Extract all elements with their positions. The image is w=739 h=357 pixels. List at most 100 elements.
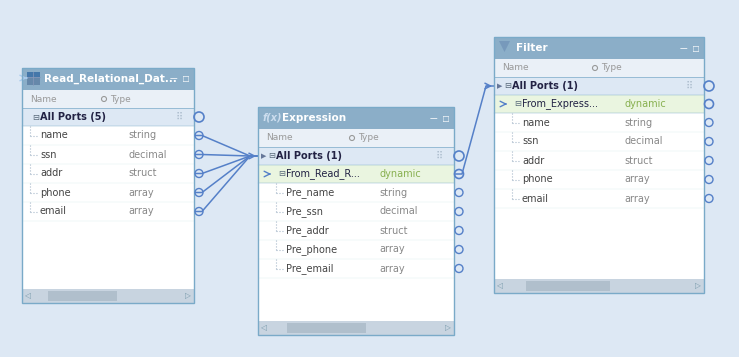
Bar [494,59,704,77]
Text: ⠿: ⠿ [686,81,693,91]
Text: —  □: — □ [430,114,450,122]
Text: Expression: Expression [282,113,346,123]
Bar [258,107,454,335]
Text: ⊟: ⊟ [514,100,521,109]
Text: —  □: — □ [681,44,700,52]
Text: ⊟: ⊟ [268,151,275,161]
Bar [258,107,454,335]
Text: array: array [380,263,405,273]
Text: Filter: Filter [516,43,548,53]
Text: From_Express...: From_Express... [522,99,598,110]
Bar [258,165,454,183]
Text: ssn: ssn [522,136,539,146]
Text: Read_Relational_Dat...: Read_Relational_Dat... [44,74,177,84]
Bar [258,129,454,147]
Bar [22,202,194,221]
Bar [22,68,194,303]
Text: ▷: ▷ [185,292,191,301]
Bar [258,202,454,221]
Text: ssn: ssn [40,150,56,160]
Text: ⠿: ⠿ [176,112,183,122]
Text: Type: Type [601,64,621,72]
Bar [48,291,117,301]
Text: email: email [40,206,67,216]
Bar [258,147,454,165]
Bar [22,145,194,164]
Text: Name: Name [30,95,57,104]
Text: From_Read_R...: From_Read_R... [286,169,360,180]
Text: addr: addr [522,156,544,166]
Bar [494,132,704,151]
Text: ▷: ▷ [445,323,451,332]
Text: ⊟: ⊟ [32,112,39,121]
Text: —  □: — □ [171,75,190,84]
Text: name: name [40,131,68,141]
Bar [494,279,704,293]
Text: Type: Type [358,134,379,142]
Text: Pre_addr: Pre_addr [286,225,329,236]
Text: string: string [129,131,157,141]
Bar [22,183,194,202]
Text: Pre_email: Pre_email [286,263,333,274]
Text: ⊟: ⊟ [278,170,285,178]
Bar [22,289,194,303]
Text: f(x): f(x) [263,113,282,123]
Text: ⊟: ⊟ [504,81,511,91]
Text: struct: struct [380,226,408,236]
Text: Pre_phone: Pre_phone [286,244,337,255]
Text: array: array [380,245,405,255]
Polygon shape [499,41,510,52]
Bar [494,37,704,59]
Text: Name: Name [502,64,528,72]
Text: Pre_ssn: Pre_ssn [286,206,323,217]
Bar [494,77,704,95]
Bar [287,323,366,333]
Bar [494,37,704,293]
Text: Type: Type [110,95,131,104]
Text: string: string [624,117,653,127]
Text: ◁: ◁ [25,292,31,301]
Bar [22,90,194,108]
Bar [27,72,40,85]
Text: email: email [522,193,549,203]
Text: ▶: ▶ [261,153,266,159]
Bar [27,72,40,77]
Bar [22,164,194,183]
Bar [258,107,454,129]
Text: struct: struct [129,169,157,178]
Text: phone: phone [522,175,553,185]
Bar [494,95,704,113]
Bar [258,183,454,202]
Text: array: array [129,187,154,197]
Bar [258,321,454,335]
Bar [525,281,610,291]
Text: ▷: ▷ [695,282,701,291]
Bar [258,240,454,259]
Text: ◁: ◁ [261,323,267,332]
Text: dynamic: dynamic [624,99,666,109]
Text: decimal: decimal [380,206,418,216]
Text: ⠿: ⠿ [436,151,443,161]
Text: phone: phone [40,187,71,197]
Bar [22,68,194,90]
Text: decimal: decimal [129,150,167,160]
Text: addr: addr [40,169,62,178]
Text: string: string [380,187,408,197]
Text: Name: Name [266,134,293,142]
Bar [258,221,454,240]
Text: Pre_name: Pre_name [286,187,334,198]
Bar [494,170,704,189]
Bar [258,259,454,278]
Bar [494,189,704,208]
Text: decimal: decimal [624,136,663,146]
Bar [494,151,704,170]
Text: All Ports (5): All Ports (5) [40,112,106,122]
Bar [22,68,194,303]
Bar [494,113,704,132]
Text: name: name [522,117,550,127]
Text: All Ports (1): All Ports (1) [512,81,578,91]
Text: ◁: ◁ [497,282,503,291]
Text: All Ports (1): All Ports (1) [276,151,342,161]
Bar [22,126,194,145]
Text: array: array [129,206,154,216]
